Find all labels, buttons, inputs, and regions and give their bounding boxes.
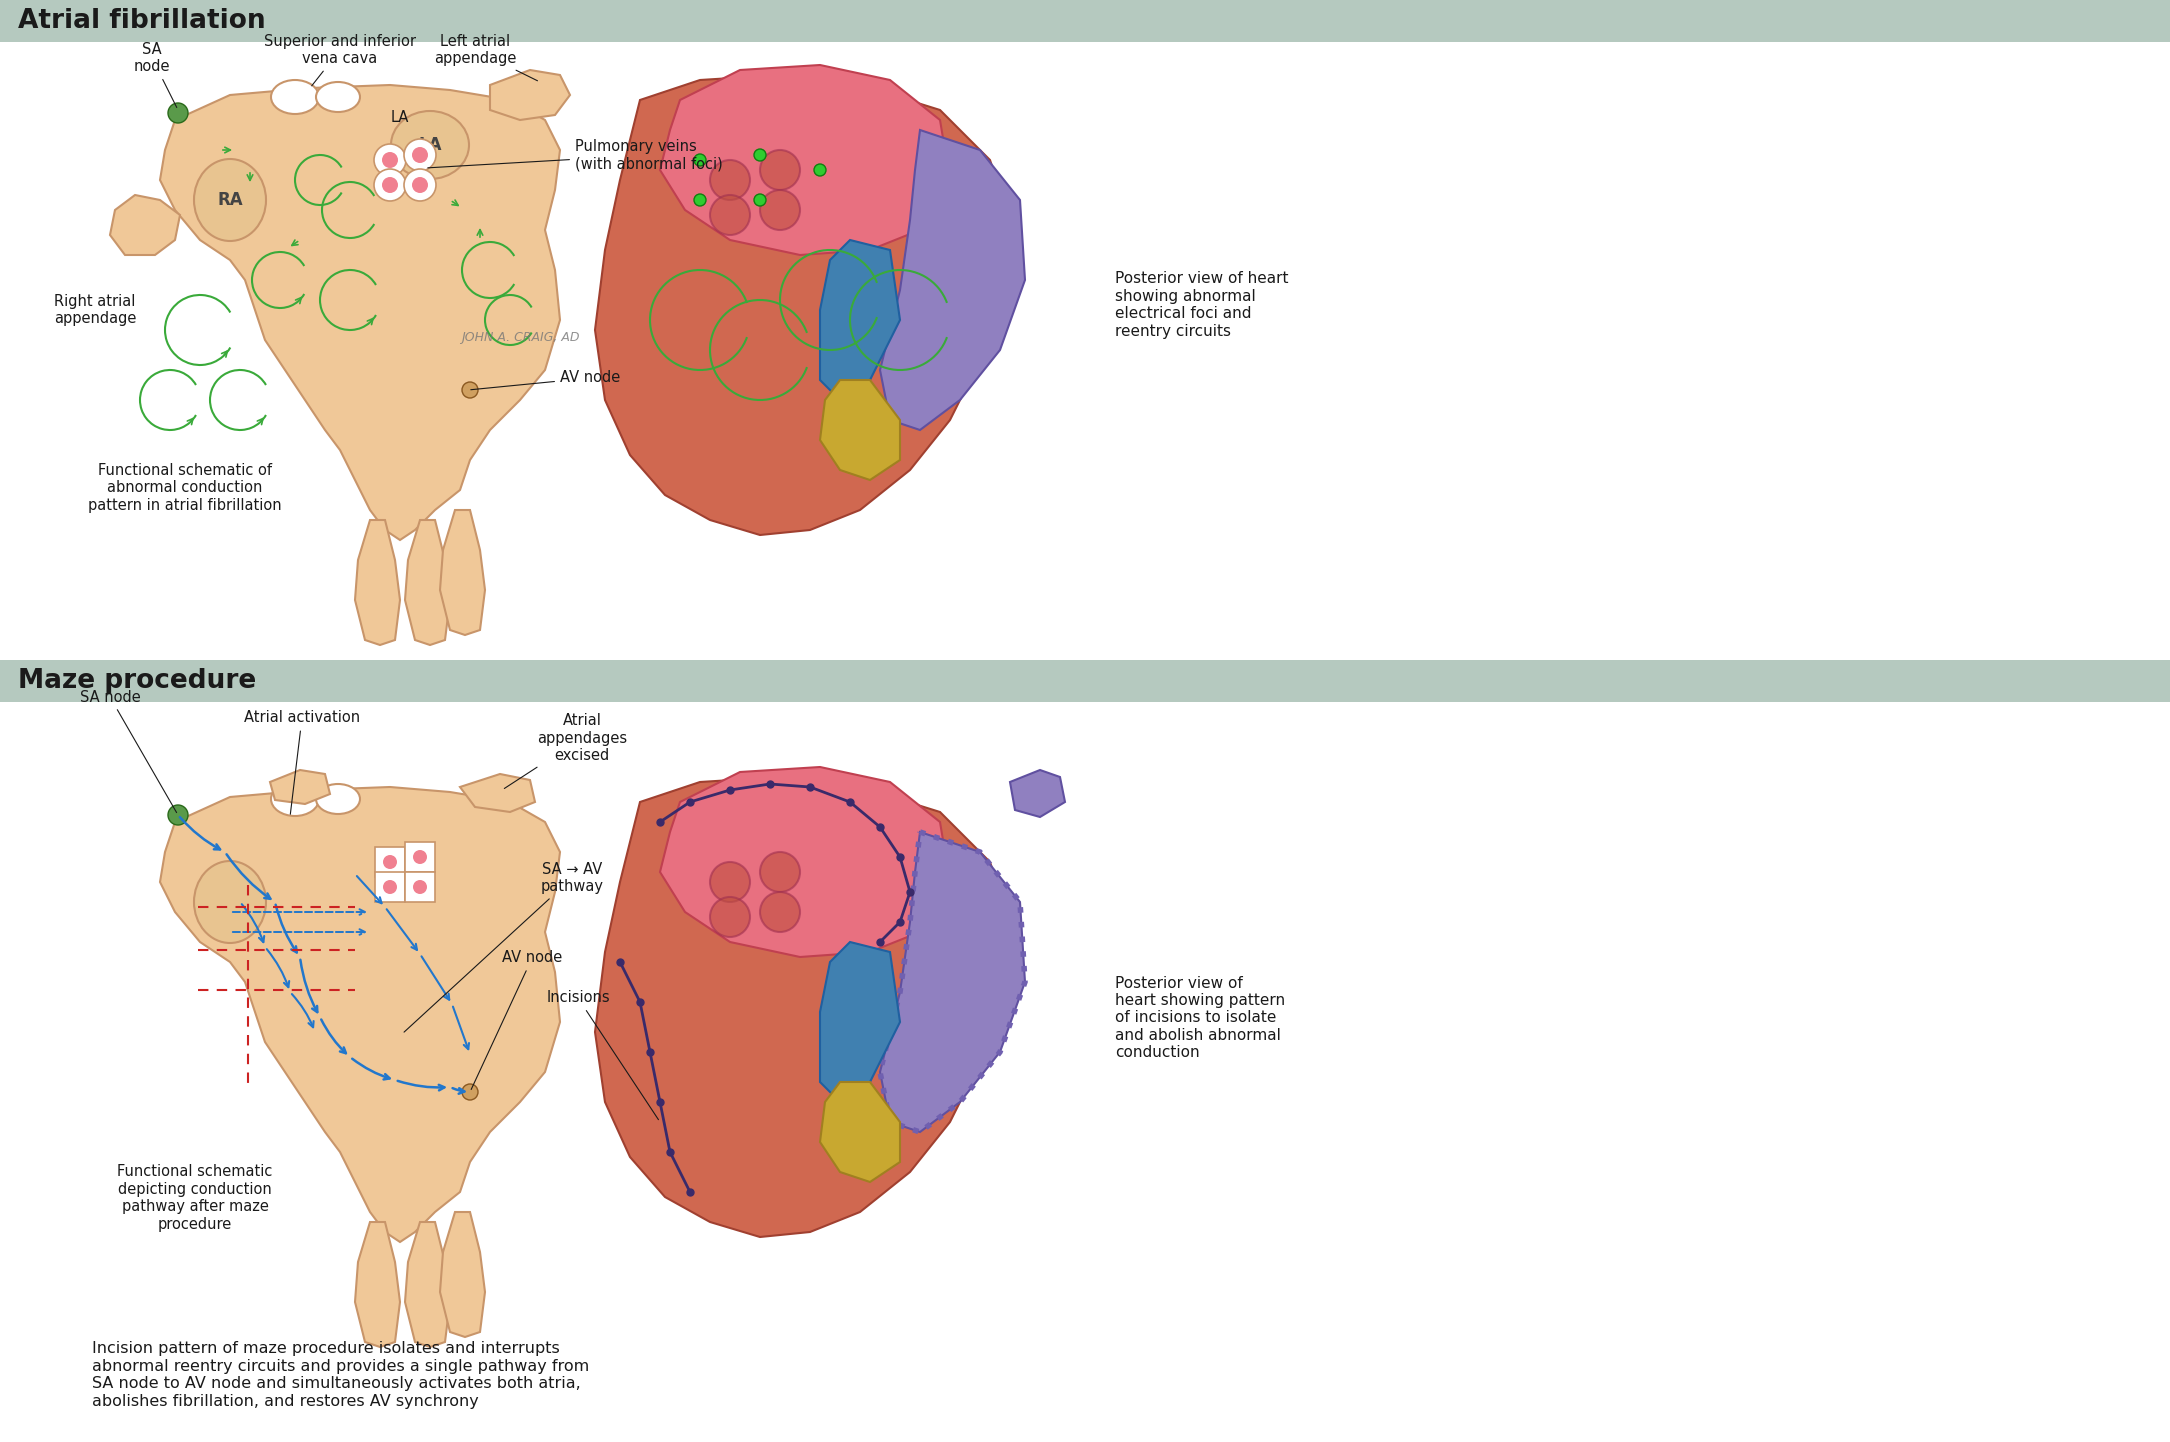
Ellipse shape (391, 111, 469, 179)
Text: AV node: AV node (471, 371, 621, 389)
Text: Atrial fibrillation: Atrial fibrillation (17, 9, 265, 35)
Circle shape (462, 1084, 477, 1100)
Circle shape (167, 102, 189, 123)
Circle shape (753, 195, 766, 206)
Circle shape (382, 880, 397, 894)
Circle shape (462, 382, 477, 398)
Polygon shape (356, 1221, 399, 1347)
Circle shape (382, 855, 397, 870)
Polygon shape (820, 942, 901, 1102)
Ellipse shape (317, 784, 360, 813)
Polygon shape (269, 770, 330, 805)
Circle shape (753, 149, 766, 162)
Polygon shape (820, 239, 901, 399)
Circle shape (382, 177, 397, 193)
Polygon shape (595, 777, 1009, 1237)
Text: AV node: AV node (471, 950, 562, 1090)
Circle shape (382, 151, 397, 169)
Text: JOHN A. CRAIG, AD: JOHN A. CRAIG, AD (460, 332, 579, 345)
Bar (406, 872, 434, 903)
Circle shape (373, 144, 406, 176)
Text: RA: RA (217, 190, 243, 209)
Circle shape (412, 880, 427, 894)
Polygon shape (460, 774, 536, 812)
Polygon shape (441, 510, 486, 634)
Bar (375, 846, 406, 877)
Text: Maze procedure: Maze procedure (17, 668, 256, 694)
Polygon shape (161, 787, 560, 1242)
Bar (375, 872, 406, 903)
Polygon shape (356, 521, 399, 645)
Polygon shape (881, 130, 1024, 430)
Polygon shape (660, 767, 950, 957)
Polygon shape (881, 832, 1024, 1132)
Polygon shape (820, 1082, 901, 1182)
Text: SA → AV
pathway: SA → AV pathway (404, 862, 603, 1032)
Circle shape (694, 195, 705, 206)
Polygon shape (406, 1221, 449, 1347)
Polygon shape (441, 1211, 486, 1337)
Polygon shape (595, 75, 1009, 535)
Text: Incisions: Incisions (547, 991, 658, 1119)
Circle shape (760, 893, 801, 932)
Text: Posterior view of heart
showing abnormal
electrical foci and
reentry circuits: Posterior view of heart showing abnormal… (1115, 271, 1289, 339)
Circle shape (412, 177, 427, 193)
Circle shape (694, 154, 705, 166)
Bar (406, 842, 434, 872)
Polygon shape (1009, 770, 1065, 818)
Text: Superior and inferior
vena cava: Superior and inferior vena cava (265, 33, 417, 87)
Text: SA
node: SA node (135, 42, 176, 108)
Polygon shape (490, 71, 571, 120)
Text: Functional schematic
depicting conduction
pathway after maze
procedure: Functional schematic depicting conductio… (117, 1164, 273, 1231)
Circle shape (814, 164, 827, 176)
Ellipse shape (193, 861, 267, 943)
Polygon shape (406, 521, 449, 645)
Circle shape (760, 150, 801, 190)
Ellipse shape (271, 782, 319, 816)
Circle shape (412, 147, 427, 163)
Text: SA node: SA node (80, 689, 176, 813)
Ellipse shape (271, 79, 319, 114)
Polygon shape (161, 85, 560, 539)
Circle shape (760, 852, 801, 893)
Text: Functional schematic of
abnormal conduction
pattern in atrial fibrillation: Functional schematic of abnormal conduct… (89, 463, 282, 513)
Circle shape (167, 805, 189, 825)
Polygon shape (820, 381, 901, 480)
Circle shape (404, 169, 436, 200)
Circle shape (710, 160, 751, 200)
Polygon shape (660, 65, 950, 255)
Circle shape (710, 862, 751, 903)
Text: LA: LA (419, 136, 443, 154)
Bar (0, 660, 2170, 702)
Text: Atrial activation: Atrial activation (243, 711, 360, 815)
Circle shape (710, 897, 751, 937)
Text: Incision pattern of maze procedure isolates and interrupts
abnormal reentry circ: Incision pattern of maze procedure isola… (91, 1341, 590, 1409)
Text: Left atrial
appendage: Left atrial appendage (434, 33, 538, 81)
Circle shape (760, 190, 801, 231)
Bar (0, 0, 2170, 42)
Text: Posterior view of
heart showing pattern
of incisions to isolate
and abolish abno: Posterior view of heart showing pattern … (1115, 976, 1285, 1060)
Text: Atrial
appendages
excised: Atrial appendages excised (503, 714, 627, 789)
Ellipse shape (317, 82, 360, 112)
Text: LA: LA (391, 111, 410, 125)
Circle shape (404, 138, 436, 172)
Text: Right atrial
appendage: Right atrial appendage (54, 294, 137, 326)
Polygon shape (111, 195, 180, 255)
Text: Pulmonary veins
(with abnormal foci): Pulmonary veins (with abnormal foci) (427, 138, 723, 172)
Circle shape (710, 195, 751, 235)
Circle shape (412, 849, 427, 864)
Ellipse shape (193, 159, 267, 241)
Circle shape (373, 169, 406, 200)
